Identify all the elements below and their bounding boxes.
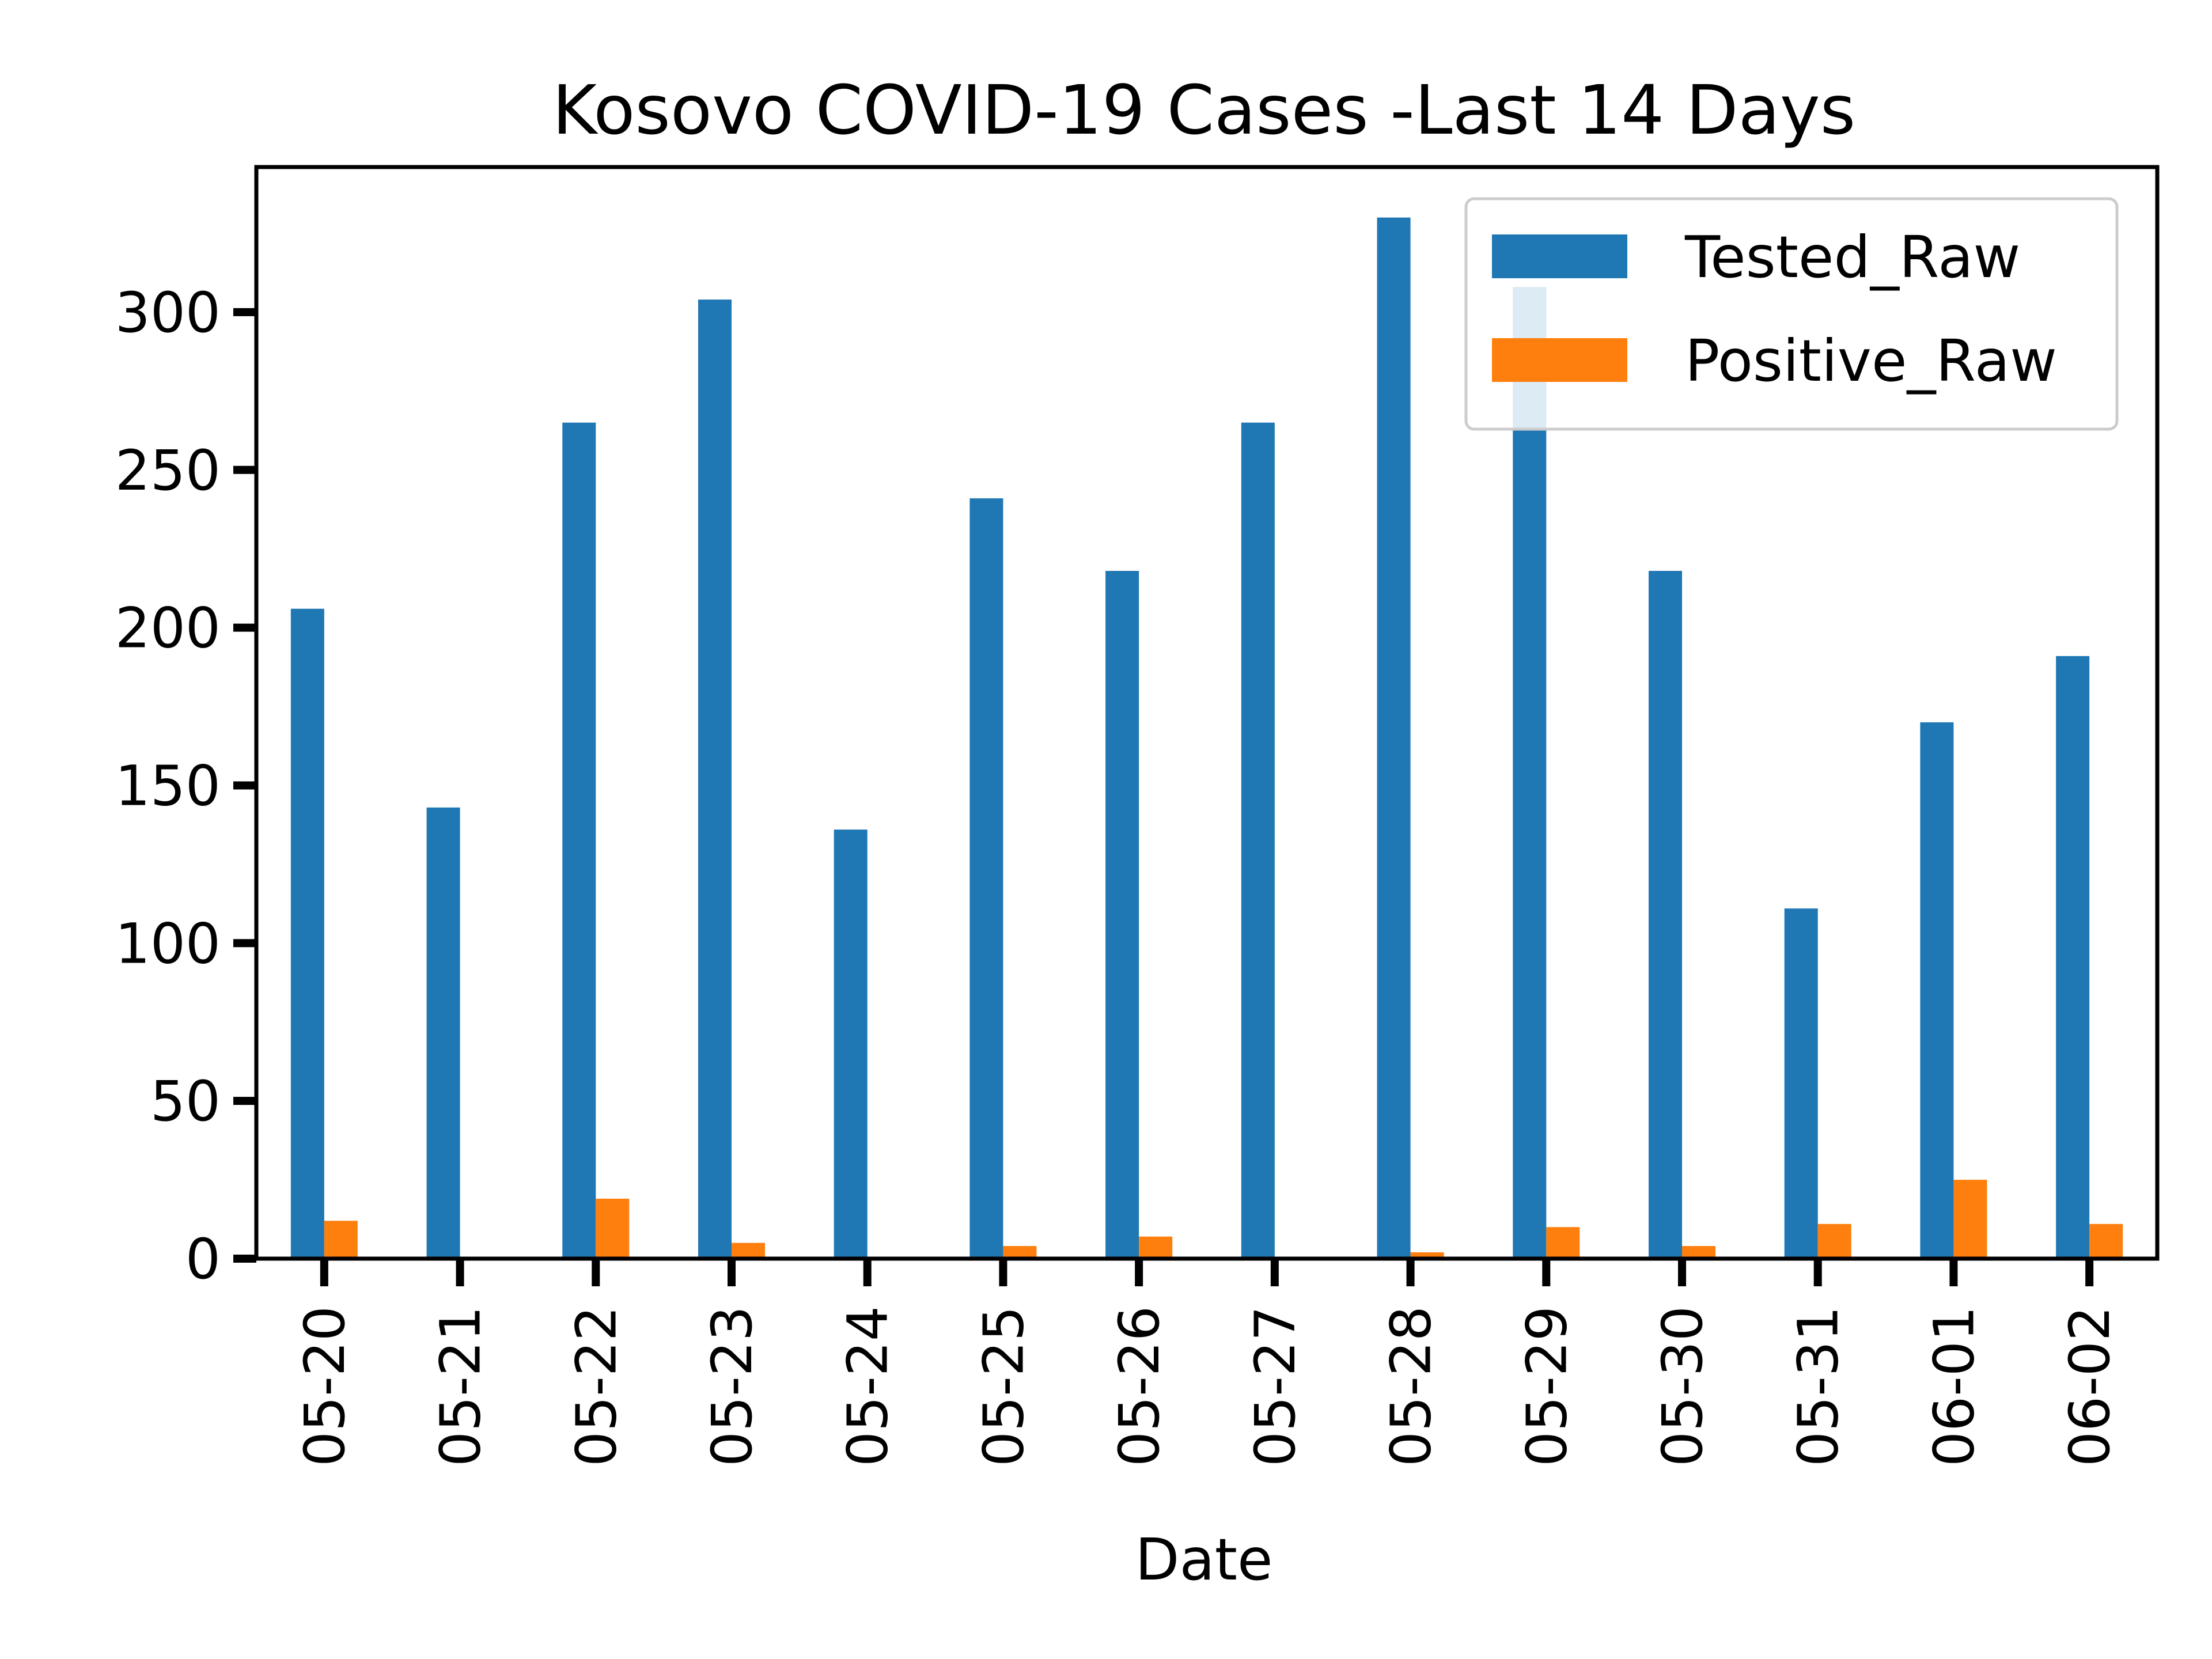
y-tick-label-300: 300 bbox=[115, 281, 221, 345]
legend-swatch-tested-raw bbox=[1492, 234, 1627, 278]
legend-box bbox=[1464, 197, 2119, 431]
bar-tested-raw-06-01 bbox=[1920, 722, 1954, 1259]
x-tick-label-05-22: 05-22 bbox=[564, 1306, 628, 1467]
bar-tested-raw-05-23 bbox=[698, 300, 732, 1259]
x-axis: 05-20 05-21 05-22 05-23 05-24 05-25 05-26 05-27… bbox=[293, 1259, 2122, 1467]
bar-positive-raw-05-28 bbox=[1410, 1252, 1444, 1259]
bar-positive-raw-06-02 bbox=[2089, 1224, 2123, 1259]
y-axis: 0 50 100 150 200 250 300 bbox=[115, 281, 256, 1291]
plot-border bbox=[254, 165, 2160, 1261]
x-tick-label-05-21: 05-21 bbox=[429, 1306, 493, 1467]
bar-positive-raw-05-31 bbox=[1817, 1224, 1851, 1259]
y-tick-label-250: 250 bbox=[115, 438, 221, 503]
x-tick-label-05-25: 05-25 bbox=[971, 1306, 1036, 1467]
bar-positive-raw-06-01 bbox=[1953, 1180, 1987, 1259]
x-tick-label-05-29: 05-29 bbox=[1514, 1306, 1579, 1467]
x-tick-label-05-31: 05-31 bbox=[1786, 1306, 1851, 1467]
x-tick-label-05-27: 05-27 bbox=[1243, 1306, 1308, 1467]
y-tick-label-0: 0 bbox=[185, 1227, 221, 1291]
x-tick-label-05-24: 05-24 bbox=[836, 1306, 900, 1467]
bar-tested-raw-05-28 bbox=[1377, 217, 1411, 1259]
x-tick-label-05-30: 05-30 bbox=[1650, 1306, 1715, 1467]
bar-tested-raw-05-24 bbox=[834, 830, 868, 1259]
x-tick-label-06-01: 06-01 bbox=[1922, 1306, 1986, 1467]
bar-tested-raw-05-27 bbox=[1241, 422, 1275, 1259]
bar-tested-raw-05-30 bbox=[1649, 571, 1682, 1259]
bar-positive-raw-05-26 bbox=[1139, 1236, 1173, 1259]
bar-positive-raw-05-25 bbox=[1003, 1246, 1037, 1259]
bar-positive-raw-05-23 bbox=[732, 1243, 765, 1259]
bars bbox=[290, 217, 2123, 1259]
bar-positive-raw-05-30 bbox=[1682, 1246, 1715, 1259]
bar-tested-raw-06-02 bbox=[2056, 656, 2090, 1259]
bar-tested-raw-05-25 bbox=[969, 498, 1003, 1259]
x-tick-label-05-20: 05-20 bbox=[293, 1306, 357, 1467]
bar-positive-raw-05-29 bbox=[1546, 1227, 1580, 1259]
bar-positive-raw-05-22 bbox=[596, 1198, 630, 1259]
legend-label-positive-raw: Positive_Raw bbox=[1685, 327, 2057, 395]
bar-tested-raw-05-22 bbox=[562, 422, 596, 1259]
y-tick-label-150: 150 bbox=[115, 753, 221, 818]
plot-frame bbox=[254, 165, 2160, 1261]
x-tick-label-05-28: 05-28 bbox=[1379, 1306, 1444, 1467]
chart-title: Kosovo COVID-19 Cases -Last 14 Days bbox=[552, 70, 1856, 150]
x-tick-label-05-23: 05-23 bbox=[700, 1306, 764, 1467]
legend-label-tested-raw: Tested_Raw bbox=[1684, 224, 2020, 291]
y-tick-label-100: 100 bbox=[115, 911, 221, 976]
legend: Tested_Raw Positive_Raw bbox=[1464, 197, 2119, 431]
x-tick-label-05-26: 05-26 bbox=[1107, 1306, 1172, 1467]
bar-tested-raw-05-26 bbox=[1105, 571, 1139, 1259]
bar-positive-raw-05-20 bbox=[324, 1221, 358, 1259]
bar-tested-raw-05-20 bbox=[290, 608, 324, 1259]
y-tick-label-200: 200 bbox=[115, 596, 221, 661]
bar-tested-raw-05-29 bbox=[1513, 287, 1547, 1259]
x-tick-label-06-02: 06-02 bbox=[2058, 1306, 2122, 1467]
y-tick-label-50: 50 bbox=[150, 1069, 221, 1134]
bar-tested-raw-05-31 bbox=[1784, 908, 1818, 1259]
legend-swatch-positive-raw bbox=[1492, 338, 1627, 382]
x-axis-label: Date bbox=[1135, 1526, 1272, 1593]
bar-tested-raw-05-21 bbox=[426, 807, 460, 1259]
